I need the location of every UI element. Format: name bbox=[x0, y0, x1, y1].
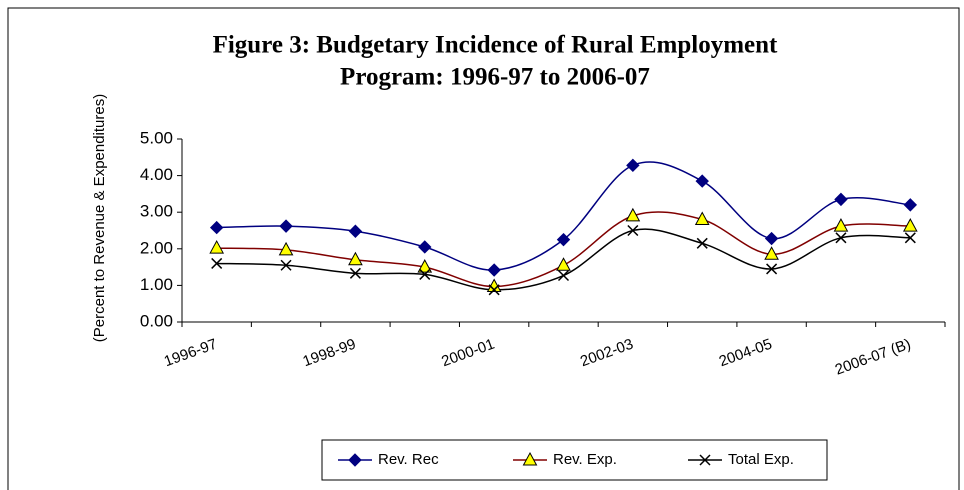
marker bbox=[695, 174, 709, 188]
marker bbox=[834, 192, 848, 207]
marker bbox=[556, 257, 571, 271]
marker bbox=[488, 284, 500, 296]
chart-frame bbox=[7, 7, 960, 490]
marker bbox=[835, 232, 847, 244]
marker bbox=[625, 207, 641, 222]
y-tick-label: 5.00 bbox=[140, 128, 173, 147]
marker bbox=[211, 257, 223, 269]
marker bbox=[764, 246, 779, 260]
marker bbox=[417, 259, 433, 273]
marker bbox=[522, 451, 538, 466]
marker bbox=[699, 454, 711, 466]
marker bbox=[904, 232, 916, 244]
chart-title: Program: 1996-97 to 2006-07 bbox=[340, 64, 650, 91]
marker bbox=[902, 218, 918, 232]
marker bbox=[764, 231, 779, 246]
y-tick-label: 1.00 bbox=[140, 275, 173, 294]
legend-label: Total Exp. bbox=[728, 451, 794, 468]
marker bbox=[278, 241, 294, 256]
marker bbox=[903, 198, 918, 212]
y-tick-label: 4.00 bbox=[140, 165, 173, 184]
marker bbox=[696, 237, 708, 249]
marker bbox=[556, 232, 571, 247]
marker bbox=[694, 211, 710, 226]
marker bbox=[209, 240, 225, 254]
marker bbox=[418, 240, 432, 254]
marker bbox=[349, 267, 361, 279]
marker bbox=[279, 219, 293, 233]
marker bbox=[419, 268, 431, 280]
y-tick-label: 3.00 bbox=[140, 202, 173, 221]
marker bbox=[833, 218, 849, 232]
marker bbox=[348, 453, 362, 467]
legend-label: Rev. Rec bbox=[378, 451, 439, 468]
chart-title: Figure 3: Budgetary Incidence of Rural E… bbox=[213, 32, 778, 59]
legend bbox=[321, 439, 828, 481]
marker bbox=[557, 269, 570, 282]
marker bbox=[348, 251, 363, 266]
marker bbox=[487, 263, 501, 277]
marker bbox=[627, 224, 639, 237]
y-tick-label: 0.00 bbox=[140, 311, 173, 330]
marker bbox=[209, 220, 224, 235]
y-axis-label: (Percent to Revenue & Expenditures) bbox=[91, 94, 108, 342]
marker bbox=[348, 224, 363, 238]
y-tick-label: 2.00 bbox=[140, 238, 173, 257]
marker bbox=[280, 259, 292, 271]
marker bbox=[626, 158, 640, 173]
marker bbox=[766, 263, 778, 275]
legend-label: Rev. Exp. bbox=[553, 451, 617, 468]
series-line bbox=[216, 161, 911, 271]
